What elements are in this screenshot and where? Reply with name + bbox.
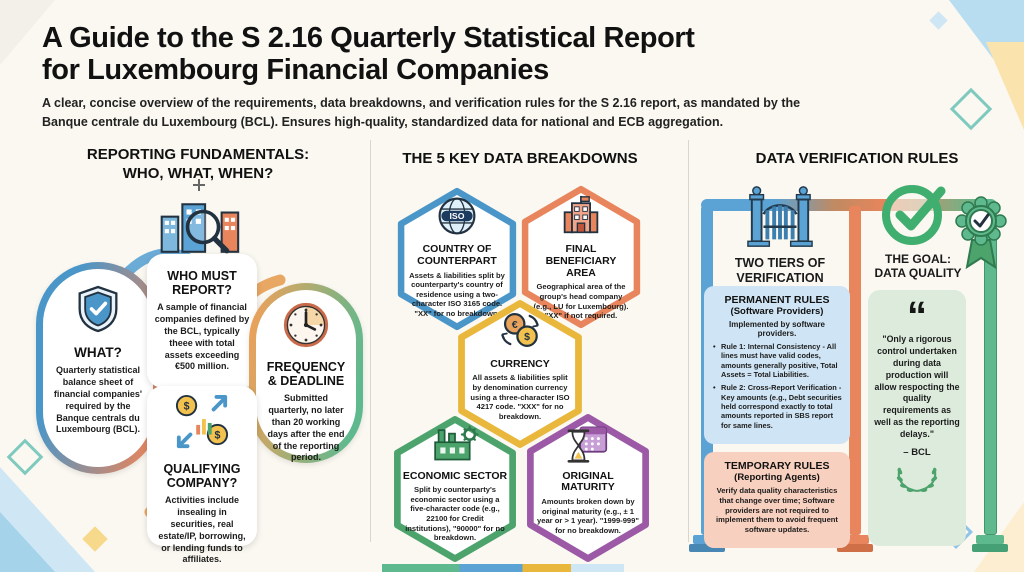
who-title: WHO MUST REPORT?: [167, 269, 237, 297]
plus-divider-icon: [193, 179, 205, 191]
corner-decor-small-blue-diamond: [929, 11, 948, 30]
column-divider-right: [688, 140, 689, 542]
orange-bar-plinth: [837, 544, 873, 552]
two-tiers-title-line2: VERIFICATION: [736, 271, 824, 285]
corner-decor-top-left: [0, 0, 55, 65]
green-bar-plinth: [972, 544, 1008, 552]
svg-text:$: $: [214, 429, 220, 441]
what-card: WHAT? Quarterly statistical balance shee…: [36, 262, 160, 474]
goal-title-line1: THE GOAL:: [885, 252, 951, 266]
hourglass-calendar-icon: [566, 423, 610, 468]
permanent-rules-box: PERMANENT RULES (Software Providers) Imp…: [704, 286, 850, 444]
qualifying-text: Activities include insealing in securiti…: [158, 495, 246, 565]
permanent-rules-list: Rule 1: Internal Consistency - All lines…: [711, 342, 843, 430]
who-card: WHO MUST REPORT? A sample of financial c…: [147, 254, 257, 388]
hexagon-outline-orange: [521, 185, 641, 329]
coins-exchange-icon: € $: [498, 309, 542, 356]
rule-item-2: Rule 2: Cross-Report Verification - Key …: [713, 383, 843, 430]
temporary-rules-text: Verify data quality characteristics that…: [716, 486, 838, 534]
svg-text:$: $: [184, 400, 190, 412]
hex-economic-sector: ECONOMIC SECTOR Split by counterparty's …: [388, 414, 522, 564]
svg-text:$: $: [524, 331, 530, 343]
hex-currency: € $ CURRENCY All assets & liabilities sp…: [452, 298, 588, 450]
frequency-title: FREQUENCY & DEADLINE: [266, 360, 346, 388]
hexagon-outline-blue: [397, 187, 517, 331]
hex-maturity-title: ORIGINAL MATURITY: [561, 469, 615, 494]
page-title-line2: for Luxembourg Financial Companies: [42, 54, 549, 87]
two-tiers-title: TWO TIERS OF VERIFICATION: [710, 256, 850, 286]
hex-country-title: COUNTRY OF COUNTERPART: [417, 243, 497, 267]
goal-title: THE GOAL: DATA QUALITY: [866, 252, 970, 281]
factory-gear-icon: [431, 425, 479, 468]
column-divider-left: [370, 140, 371, 542]
corner-decor-top-right-yellow-triangle: [986, 42, 1024, 130]
temporary-rules-subtitle: (Reporting Agents): [734, 472, 820, 484]
money-flow-icon: $ $: [173, 394, 231, 455]
hex-original-maturity: ORIGINAL MATURITY Amounts broken down by…: [521, 412, 655, 564]
shield-check-icon: [76, 285, 120, 338]
hex-country-text: Assets & liabilities split by counterpar…: [409, 270, 505, 318]
what-text: Quarterly statistical balance sheet of f…: [53, 365, 143, 435]
hexagon-outline-purple: [527, 414, 649, 562]
blue-bar-plinth: [689, 544, 725, 552]
goal-title-line2: DATA QUALITY: [874, 266, 962, 281]
page-title-line1: A Guide to the S 2.16 Quarterly Statisti…: [42, 22, 695, 54]
page-title: A Guide to the S 2.16 Quarterly Statisti…: [42, 22, 695, 87]
hex-currency-text: All assets & liabilities split by denomi…: [470, 373, 570, 421]
ribbon-badge-icon: [954, 194, 1008, 277]
page-subtitle-line2: Banque centrale du Luxembourg (BCL). Ens…: [42, 114, 724, 129]
hex-sector-text: Split by counterparty's economic sector …: [405, 485, 505, 543]
verification-header: DATA VERIFICATION RULES: [755, 150, 959, 167]
hex-final-beneficiary-area: FINAL BENEFICIARY AREA Geographical area…: [516, 184, 646, 330]
page-subtitle: A clear, concise overview of the require…: [42, 94, 800, 132]
svg-text:ISO: ISO: [450, 211, 465, 221]
hex-beneficiary-text: Geographical area of the group's head co…: [533, 282, 629, 321]
buildings-magnifier-icon: [152, 196, 252, 263]
hexagon-outline-green: [394, 416, 516, 562]
laurel-wreath-icon: [893, 464, 941, 499]
what-title: WHAT?: [74, 345, 122, 360]
frame-orange-bar: [849, 206, 861, 535]
permanent-rules-intro: Implemented by software providers.: [728, 320, 826, 339]
two-tiers-title-line1: TWO TIERS OF: [734, 256, 826, 270]
hex-beneficiary-title: FINAL BENEFICIARY AREA: [545, 243, 617, 279]
breakdowns-header: THE 5 KEY DATA BREAKDOWNS: [402, 150, 638, 167]
who-text: A sample of financial companies defined …: [154, 302, 250, 372]
goal-quote-text: "Only a rigorous control undertaken duri…: [874, 334, 960, 439]
iso-globe-icon: ISO: [437, 196, 477, 241]
rule-item-1: Rule 1: Internal Consistency - All lines…: [713, 342, 843, 379]
fundamentals-header: REPORTING FUNDAMENTALS: WHO, WHAT, WHEN?: [48, 146, 348, 184]
bottom-color-strip: [382, 564, 624, 572]
orange-bar-base: [841, 535, 869, 544]
hex-country-of-counterpart: ISO COUNTRY OF COUNTERPART Assets & liab…: [392, 186, 522, 332]
clock-icon: [283, 302, 329, 353]
fundamentals-header-line1: REPORTING FUNDAMENTALS:: [86, 146, 310, 163]
check-circle-icon: [880, 178, 950, 253]
hex-sector-title: ECONOMIC SECTOR: [402, 469, 508, 482]
permanent-rules-subtitle: (Software Providers): [730, 306, 824, 318]
green-bar-base: [976, 535, 1004, 544]
qualifying-card: $ $ QUALIFYING COMPANY? Activities inclu…: [147, 386, 257, 564]
frequency-text: Submitted quarterly, no later than 20 wo…: [267, 393, 345, 463]
quote-icon: “: [907, 294, 927, 338]
fundamentals-header-line2: WHO, WHAT, WHEN?: [122, 164, 274, 182]
hexagon-outline-yellow: [458, 300, 582, 448]
qualifying-title: QUALIFYING COMPANY?: [163, 462, 241, 490]
temporary-rules-box: TEMPORARY RULES (Reporting Agents) Verif…: [704, 452, 850, 548]
goal-quote-box: “ "Only a rigorous control undertaken du…: [868, 290, 966, 546]
svg-text:€: €: [512, 318, 518, 330]
permanent-rules-title: PERMANENT RULES: [724, 294, 830, 306]
bank-flag-icon: [561, 194, 601, 241]
hex-maturity-text: Amounts broken down by original maturity…: [537, 497, 639, 535]
hex-currency-title: CURRENCY: [490, 357, 550, 370]
page-subtitle-line1: A clear, concise overview of the require…: [42, 96, 801, 110]
frequency-card: FREQUENCY & DEADLINE Submitted quarterly…: [249, 283, 363, 463]
gate-icon: [746, 184, 814, 257]
temporary-rules-title: TEMPORARY RULES: [724, 460, 830, 472]
goal-quote-attribution: – BCL: [903, 446, 931, 458]
corner-decor-bottom-left-triangle-2: [0, 512, 55, 572]
